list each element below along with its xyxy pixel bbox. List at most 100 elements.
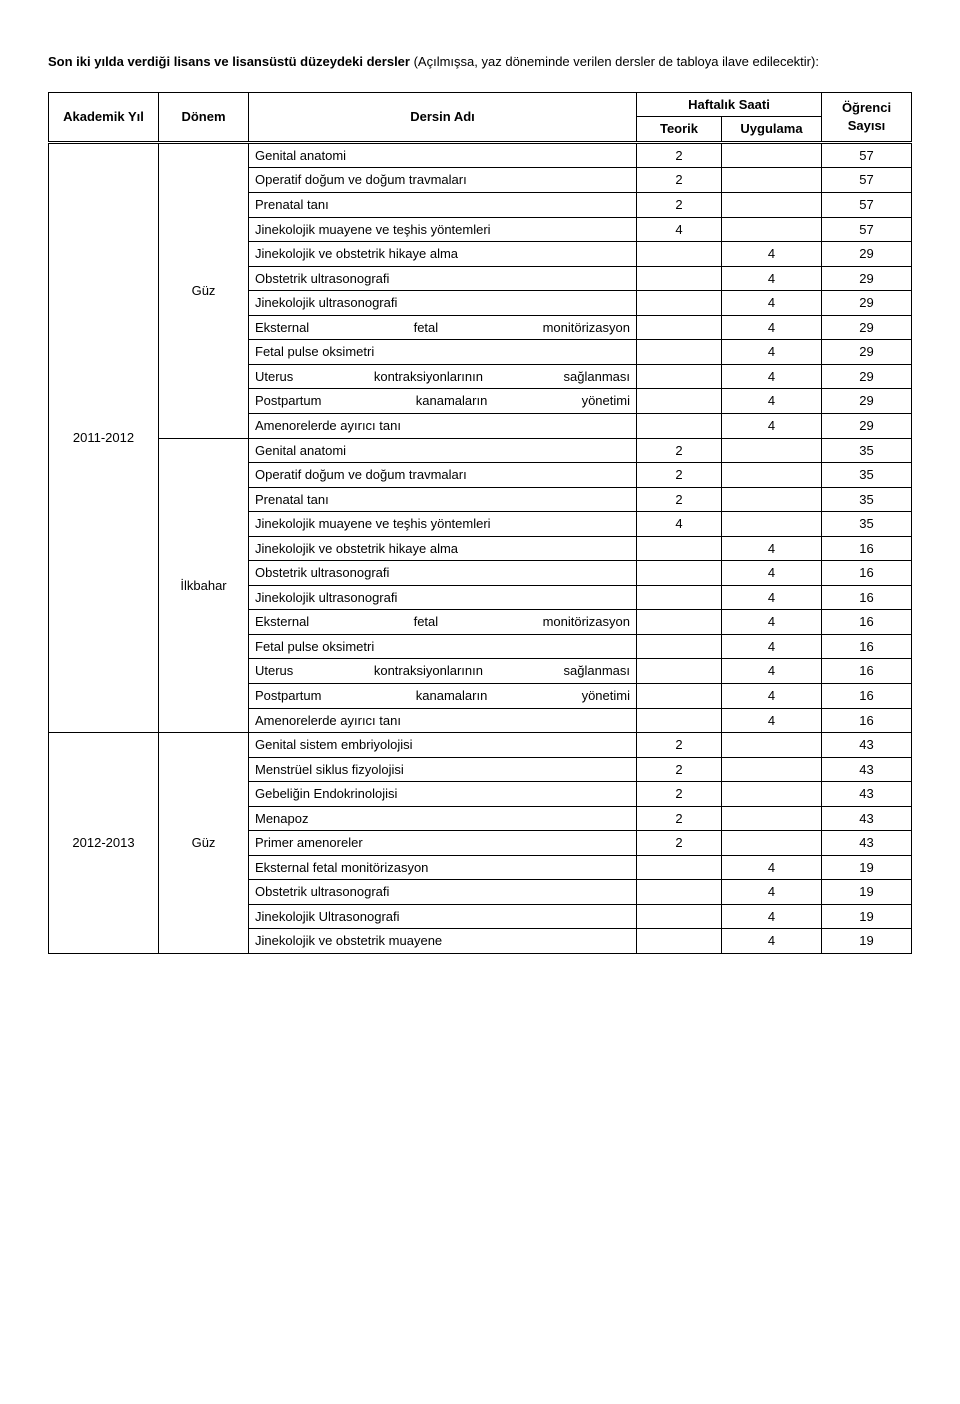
uygulama-value	[722, 193, 822, 218]
course-name: Eksternal fetal monitörizasyon	[249, 315, 637, 340]
course-name: Jinekolojik muayene ve teşhis yöntemleri	[249, 512, 637, 537]
uygulama-value: 4	[722, 242, 822, 267]
uygulama-value	[722, 512, 822, 537]
course-name: Fetal pulse oksimetri	[249, 634, 637, 659]
teorik-value	[637, 242, 722, 267]
uygulama-value	[722, 463, 822, 488]
course-name: Jinekolojik ultrasonografi	[249, 585, 637, 610]
year-cell: 2012-2013	[49, 733, 159, 954]
teorik-value: 2	[637, 831, 722, 856]
student-count: 29	[822, 364, 912, 389]
header-count: Öğrenci Sayısı	[822, 92, 912, 142]
teorik-value: 2	[637, 463, 722, 488]
teorik-value: 2	[637, 168, 722, 193]
uygulama-value: 4	[722, 291, 822, 316]
intro-rest: (Açılmışsa, yaz döneminde verilen dersle…	[410, 54, 819, 69]
uygulama-value	[722, 806, 822, 831]
header-course: Dersin Adı	[249, 92, 637, 142]
student-count: 16	[822, 585, 912, 610]
student-count: 19	[822, 904, 912, 929]
intro-paragraph: Son iki yılda verdiği lisans ve lisansüs…	[48, 53, 912, 72]
uygulama-value	[722, 217, 822, 242]
student-count: 57	[822, 193, 912, 218]
uygulama-value: 4	[722, 315, 822, 340]
student-count: 43	[822, 757, 912, 782]
student-count: 16	[822, 634, 912, 659]
teorik-value: 4	[637, 512, 722, 537]
uygulama-value: 4	[722, 634, 822, 659]
student-count: 29	[822, 291, 912, 316]
uygulama-value: 4	[722, 536, 822, 561]
course-name: Genital anatomi	[249, 142, 637, 168]
student-count: 29	[822, 389, 912, 414]
uygulama-value: 4	[722, 389, 822, 414]
teorik-value	[637, 855, 722, 880]
student-count: 16	[822, 659, 912, 684]
term-cell: Güz	[159, 142, 249, 438]
uygulama-value: 4	[722, 561, 822, 586]
course-name: Prenatal tanı	[249, 193, 637, 218]
student-count: 19	[822, 855, 912, 880]
student-count: 19	[822, 929, 912, 954]
course-name: Menstrüel siklus fizyolojisi	[249, 757, 637, 782]
teorik-value: 2	[637, 733, 722, 758]
student-count: 57	[822, 217, 912, 242]
header-weekly: Haftalık Saati	[637, 92, 822, 117]
uygulama-value	[722, 757, 822, 782]
student-count: 29	[822, 266, 912, 291]
course-name: Postpartum kanamaların yönetimi	[249, 683, 637, 708]
course-name: Jinekolojik ve obstetrik muayene	[249, 929, 637, 954]
student-count: 43	[822, 806, 912, 831]
teorik-value: 4	[637, 217, 722, 242]
teorik-value	[637, 634, 722, 659]
teorik-value	[637, 291, 722, 316]
student-count: 16	[822, 708, 912, 733]
course-name: Uterus kontraksiyonlarının sağlanması	[249, 364, 637, 389]
student-count: 16	[822, 683, 912, 708]
student-count: 16	[822, 610, 912, 635]
course-name: Jinekolojik Ultrasonografi	[249, 904, 637, 929]
teorik-value: 2	[637, 487, 722, 512]
header-year: Akademik Yıl	[49, 92, 159, 142]
table-row: 2011-2012GüzGenital anatomi257	[49, 142, 912, 168]
term-cell: Güz	[159, 733, 249, 954]
course-name: Jinekolojik ve obstetrik hikaye alma	[249, 536, 637, 561]
teorik-value	[637, 659, 722, 684]
uygulama-value: 4	[722, 364, 822, 389]
uygulama-value	[722, 487, 822, 512]
teorik-value: 2	[637, 438, 722, 463]
uygulama-value: 4	[722, 413, 822, 438]
header-teorik: Teorik	[637, 117, 722, 143]
course-name: Postpartum kanamaların yönetimi	[249, 389, 637, 414]
teorik-value	[637, 904, 722, 929]
teorik-value	[637, 340, 722, 365]
teorik-value: 2	[637, 757, 722, 782]
student-count: 35	[822, 512, 912, 537]
uygulama-value: 4	[722, 929, 822, 954]
course-name: Obstetrik ultrasonografi	[249, 561, 637, 586]
course-name: Genital anatomi	[249, 438, 637, 463]
course-name: Jinekolojik ultrasonografi	[249, 291, 637, 316]
student-count: 43	[822, 733, 912, 758]
course-name: Jinekolojik muayene ve teşhis yöntemleri	[249, 217, 637, 242]
student-count: 16	[822, 561, 912, 586]
uygulama-value: 4	[722, 659, 822, 684]
uygulama-value	[722, 168, 822, 193]
student-count: 57	[822, 142, 912, 168]
header-term: Dönem	[159, 92, 249, 142]
teorik-value	[637, 266, 722, 291]
student-count: 57	[822, 168, 912, 193]
uygulama-value: 4	[722, 610, 822, 635]
teorik-value	[637, 880, 722, 905]
course-name: Menapoz	[249, 806, 637, 831]
course-name: Amenorelerde ayırıcı tanı	[249, 413, 637, 438]
table-body: 2011-2012GüzGenital anatomi257Operatif d…	[49, 142, 912, 953]
student-count: 16	[822, 536, 912, 561]
teorik-value	[637, 536, 722, 561]
uygulama-value: 4	[722, 266, 822, 291]
course-name: Genital sistem embriyolojisi	[249, 733, 637, 758]
uygulama-value: 4	[722, 585, 822, 610]
teorik-value	[637, 585, 722, 610]
teorik-value: 2	[637, 806, 722, 831]
header-uygulama: Uygulama	[722, 117, 822, 143]
